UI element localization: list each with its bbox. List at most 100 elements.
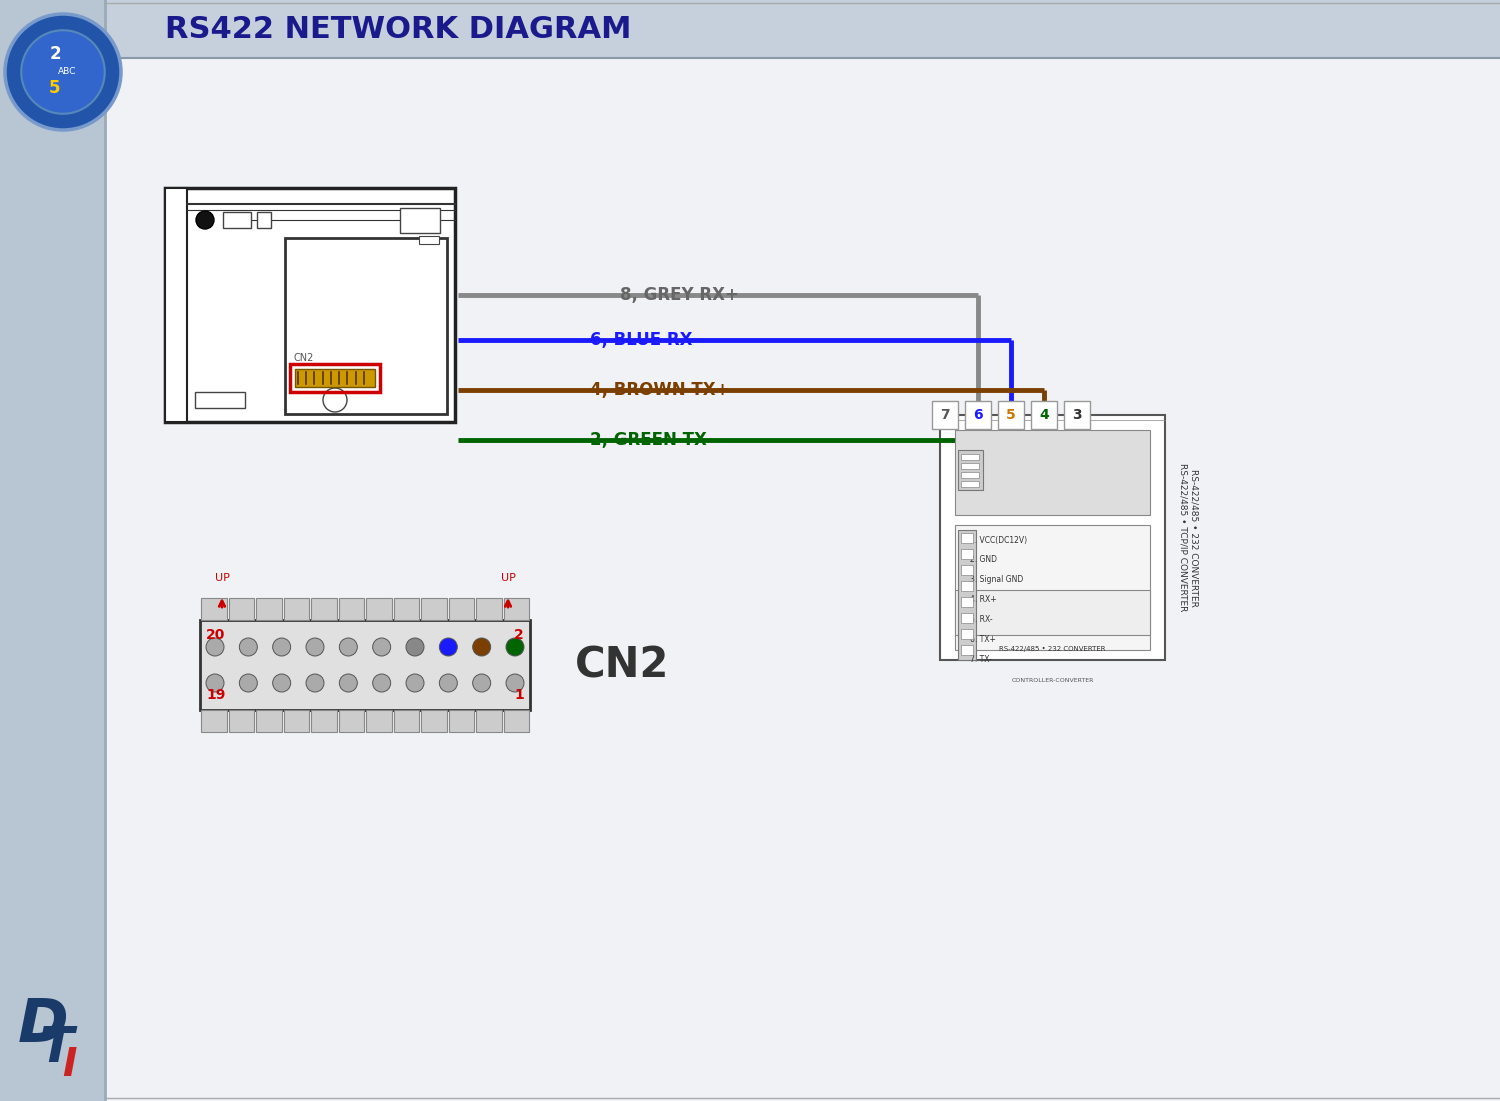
Bar [504, 598, 530, 620]
Bar [228, 598, 254, 620]
Text: 4: 4 [1040, 408, 1048, 422]
Text: 4. RX+: 4. RX+ [970, 596, 996, 604]
Circle shape [322, 388, 346, 412]
Circle shape [339, 637, 357, 656]
Text: 2. GND: 2. GND [970, 556, 998, 565]
Bar [476, 598, 501, 620]
Circle shape [4, 14, 122, 130]
Bar [310, 598, 336, 620]
Bar [393, 598, 418, 620]
Bar [201, 598, 226, 620]
Text: D: D [18, 995, 69, 1055]
Bar [962, 629, 974, 639]
Bar [998, 401, 1024, 429]
Text: 19: 19 [206, 688, 225, 702]
Bar [256, 212, 272, 228]
Bar [962, 549, 974, 559]
Bar [962, 464, 980, 469]
Bar [256, 598, 282, 620]
Text: CN2: CN2 [292, 353, 314, 363]
Text: 7: 7 [940, 408, 950, 422]
Circle shape [472, 674, 490, 693]
Circle shape [21, 30, 105, 113]
Circle shape [506, 637, 524, 656]
Bar [419, 236, 440, 244]
Text: 2: 2 [50, 45, 62, 63]
Circle shape [206, 637, 224, 656]
Text: 2, GREEN TX-: 2, GREEN TX- [590, 430, 712, 449]
Bar [964, 401, 992, 429]
Bar [339, 598, 364, 620]
Bar [962, 597, 974, 607]
Circle shape [240, 674, 258, 693]
Bar [962, 481, 980, 487]
Text: 2: 2 [514, 628, 523, 642]
Bar [422, 710, 447, 732]
Bar [366, 710, 392, 732]
Bar [400, 208, 439, 233]
Text: UP: UP [214, 573, 230, 584]
Bar [958, 530, 976, 659]
Bar [224, 212, 251, 228]
Text: 6: 6 [974, 408, 982, 422]
Text: 1: 1 [514, 688, 523, 702]
Bar [956, 525, 1150, 650]
Bar [285, 238, 447, 414]
Text: 3: 3 [1072, 408, 1082, 422]
Bar [1030, 401, 1057, 429]
Text: 7. TX-: 7. TX- [970, 655, 992, 665]
Bar [962, 581, 974, 591]
Circle shape [306, 637, 324, 656]
Circle shape [406, 674, 424, 693]
Circle shape [306, 674, 324, 693]
Bar [256, 710, 282, 732]
Bar [200, 620, 530, 710]
Circle shape [440, 674, 458, 693]
Bar [296, 369, 375, 386]
Text: RS422 NETWORK DIAGRAM: RS422 NETWORK DIAGRAM [165, 14, 632, 44]
Text: UP: UP [501, 573, 516, 584]
Bar [201, 710, 226, 732]
Bar [228, 710, 254, 732]
Bar [448, 710, 474, 732]
Text: CN2: CN2 [574, 644, 669, 686]
Bar [1064, 401, 1090, 429]
Text: 3. Signal GND: 3. Signal GND [970, 576, 1023, 585]
Text: 5: 5 [1007, 408, 1016, 422]
Text: 5. RX-: 5. RX- [970, 615, 993, 624]
Circle shape [273, 637, 291, 656]
Bar [932, 401, 958, 429]
Bar [962, 645, 974, 655]
Bar [195, 392, 244, 408]
Bar [962, 565, 974, 575]
Bar [0, 0, 105, 1101]
Text: 5: 5 [50, 79, 60, 97]
Bar [393, 710, 418, 732]
Bar [165, 188, 454, 422]
Text: RS-422/485 • 232 CONVERTER
RS-422/485 • TCP/IP CONVERTER: RS-422/485 • 232 CONVERTER RS-422/485 • … [1179, 464, 1198, 612]
Bar [956, 430, 1150, 515]
Circle shape [372, 674, 390, 693]
Bar [962, 613, 974, 623]
Bar [940, 415, 1166, 659]
Bar [284, 710, 309, 732]
Circle shape [506, 674, 524, 693]
Circle shape [472, 637, 490, 656]
Bar [290, 364, 380, 392]
Bar [448, 598, 474, 620]
Bar [422, 598, 447, 620]
Text: 6. TX+: 6. TX+ [970, 635, 996, 644]
Bar [962, 533, 974, 543]
Bar [956, 590, 1150, 635]
Text: 1. VCC(DC12V): 1. VCC(DC12V) [970, 535, 1028, 545]
Text: CONTROLLER-CONVERTER: CONTROLLER-CONVERTER [1011, 677, 1094, 683]
Text: 6, BLUE RX-: 6, BLUE RX- [590, 331, 698, 349]
Text: RS-422/485 • 232 CONVERTER: RS-422/485 • 232 CONVERTER [999, 646, 1106, 652]
Circle shape [440, 637, 458, 656]
Bar [310, 710, 336, 732]
Bar [105, 0, 1500, 58]
Bar [962, 454, 980, 460]
Text: 4, BROWN TX+: 4, BROWN TX+ [590, 381, 729, 399]
Text: T: T [40, 1024, 74, 1072]
Circle shape [240, 637, 258, 656]
